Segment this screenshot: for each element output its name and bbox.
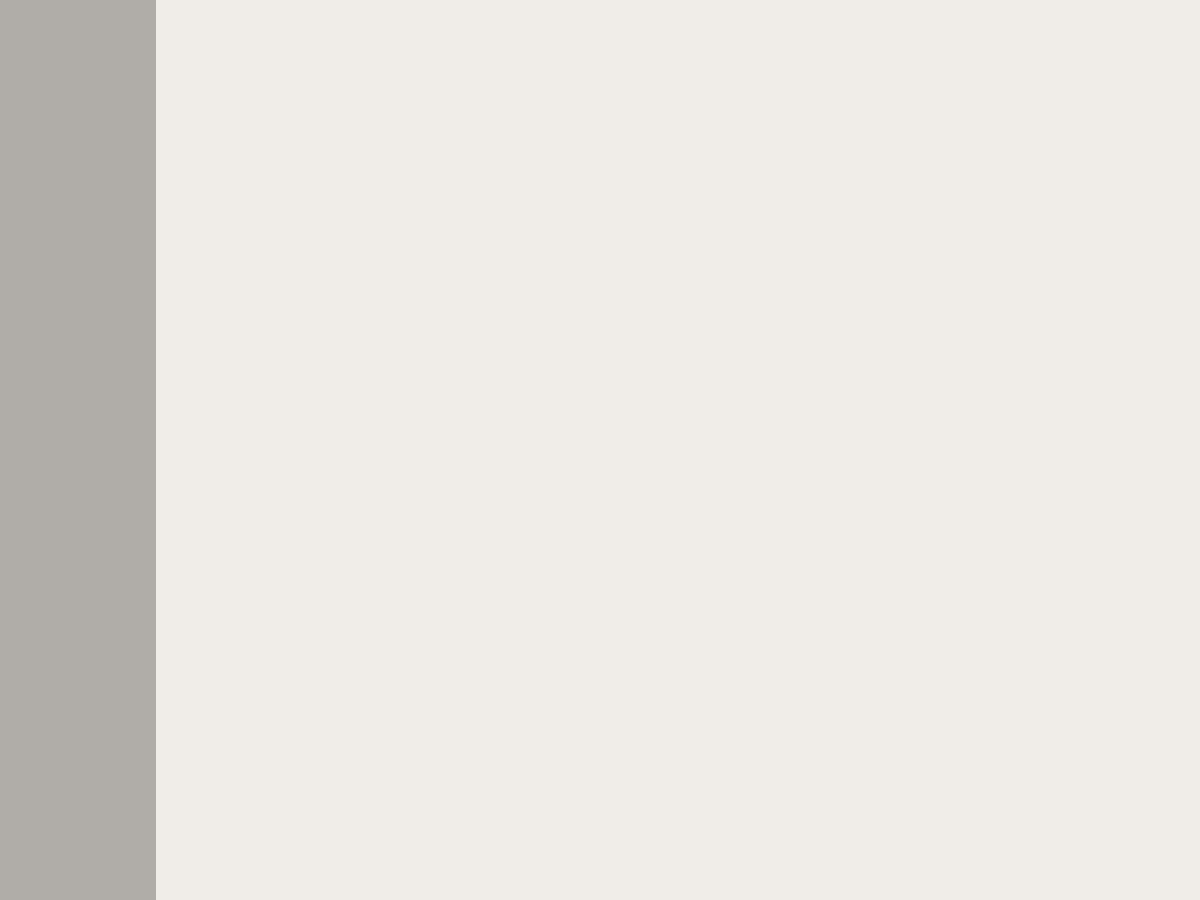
Text: C.: C.: [329, 751, 346, 769]
Text: 56°: 56°: [474, 673, 500, 688]
Text: PST: PST: [958, 368, 992, 386]
Text: 51°: 51°: [376, 207, 403, 222]
Text: The diagram shows: The diagram shows: [304, 158, 485, 176]
Text: P: P: [343, 177, 353, 195]
Text: 11: 11: [371, 243, 390, 257]
Text: .: .: [646, 158, 658, 176]
Text: 56°: 56°: [478, 491, 504, 507]
Text: 11: 11: [451, 451, 470, 465]
Text: ?: ?: [1003, 368, 1018, 386]
Text: 56°: 56°: [464, 282, 492, 296]
Text: PST: PST: [592, 158, 630, 176]
Text: B.: B.: [329, 598, 346, 616]
Text: 51°: 51°: [516, 580, 542, 596]
Text: S: S: [593, 177, 604, 195]
Text: △: △: [574, 158, 590, 176]
Text: 9: 9: [534, 243, 544, 257]
Text: △: △: [942, 368, 959, 386]
Text: According to the labeled measurements, which triangle MUST be similar to: According to the labeled measurements, w…: [304, 368, 931, 386]
Text: T: T: [451, 318, 462, 336]
Text: 8.: 8.: [284, 125, 312, 149]
Text: A.: A.: [329, 410, 346, 428]
